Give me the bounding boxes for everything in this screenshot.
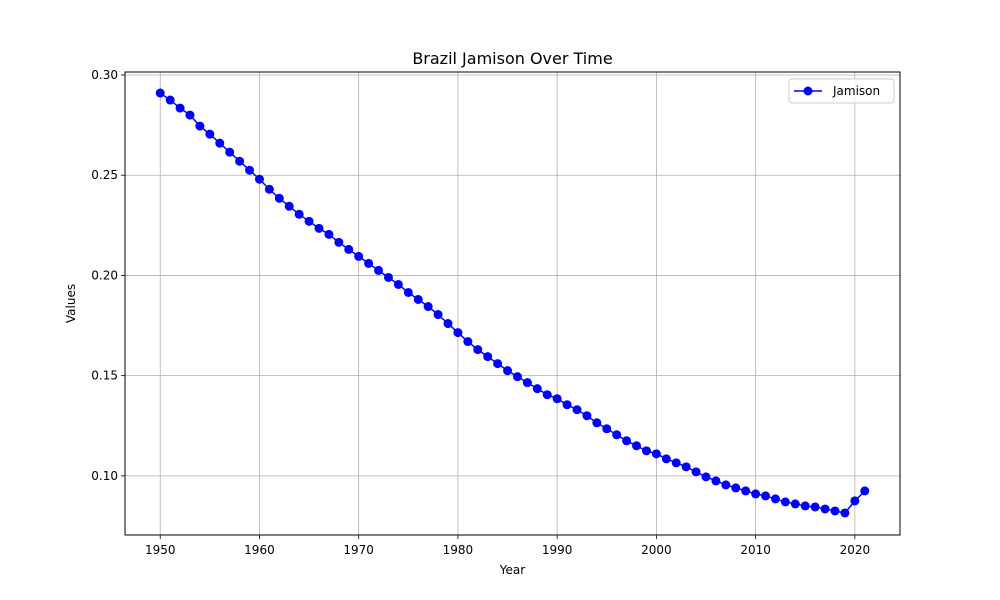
data-point [165, 95, 175, 105]
data-point [225, 147, 235, 157]
data-point [205, 129, 215, 139]
data-point [780, 497, 790, 507]
data-point [423, 302, 433, 312]
data-point [393, 279, 403, 289]
legend-marker [803, 86, 813, 96]
data-point [274, 193, 284, 203]
data-point [790, 499, 800, 509]
data-point [542, 390, 552, 400]
data-point [235, 156, 245, 166]
data-point [483, 352, 493, 362]
data-point [741, 486, 751, 496]
data-point [860, 486, 870, 496]
data-point [761, 491, 771, 501]
chart-title: Brazil Jamison Over Time [412, 49, 612, 68]
data-point [751, 489, 761, 499]
y-axis-ticks: 0.10 0.15 0.20 0.25 0.30 [91, 68, 125, 483]
x-tick-label: 1970 [343, 543, 374, 557]
data-point [493, 359, 503, 369]
data-point [383, 272, 393, 282]
legend-box [788, 78, 895, 104]
legend: Jamison [788, 78, 895, 104]
y-tick-label: 0.25 [91, 168, 118, 182]
data-point [354, 251, 364, 261]
data-point [622, 436, 632, 446]
x-tick-label: 1960 [244, 543, 275, 557]
data-point [245, 165, 255, 175]
grid-lines [125, 72, 900, 535]
x-tick-label: 1990 [542, 543, 573, 557]
y-tick-label: 0.30 [91, 68, 118, 82]
data-point [254, 174, 264, 184]
data-point [443, 319, 453, 329]
plot-frame [124, 71, 901, 536]
data-point [641, 446, 651, 456]
y-tick-label: 0.15 [91, 369, 118, 383]
data-point [612, 430, 622, 440]
data-point [473, 345, 483, 355]
data-point [344, 244, 354, 254]
data-point [800, 501, 810, 511]
data-point [731, 483, 741, 493]
data-point [512, 372, 522, 382]
data-point [552, 394, 562, 404]
data-point [572, 405, 582, 415]
data-point [175, 103, 185, 113]
legend-label-jamison: Jamison [832, 84, 880, 98]
data-point [294, 209, 304, 219]
y-axis-title: Values [64, 284, 78, 323]
data-point [602, 424, 612, 434]
data-point [284, 201, 294, 211]
data-point [850, 496, 860, 506]
data-point [691, 467, 701, 477]
data-point [721, 480, 731, 490]
data-point [215, 138, 225, 148]
data-point [532, 384, 542, 394]
data-point [413, 294, 423, 304]
x-axis-title: Year [499, 563, 525, 577]
data-point [304, 216, 314, 226]
data-point [562, 400, 572, 410]
data-point [314, 223, 324, 233]
y-tick-label: 0.20 [91, 268, 118, 282]
data-point [651, 449, 661, 459]
data-point [701, 472, 711, 482]
data-point [632, 441, 642, 451]
x-axis-ticks: 1950 1960 1970 1980 1990 2000 2010 2020 [145, 535, 870, 557]
data-point [770, 494, 780, 504]
data-point [195, 121, 205, 131]
y-tick-label: 0.10 [91, 469, 118, 483]
data-point [264, 184, 274, 194]
data-point [810, 502, 820, 512]
data-point [374, 265, 384, 275]
data-point [830, 506, 840, 516]
data-point [711, 476, 721, 486]
data-point [582, 411, 592, 421]
x-tick-label: 1980 [443, 543, 474, 557]
x-tick-label: 1950 [145, 543, 176, 557]
data-point [463, 337, 473, 347]
data-point [324, 229, 334, 239]
data-point [403, 287, 413, 297]
data-point [185, 110, 195, 120]
data-point [155, 88, 165, 98]
data-point [453, 328, 463, 338]
data-point [364, 258, 374, 268]
data-point [671, 458, 681, 468]
x-tick-label: 2000 [641, 543, 672, 557]
data-point [522, 378, 532, 388]
data-point [661, 454, 671, 464]
series-layer [155, 88, 870, 518]
data-point [592, 418, 602, 428]
data-point [433, 310, 443, 320]
data-point [681, 462, 691, 472]
data-point [820, 504, 830, 514]
x-tick-label: 2020 [840, 543, 871, 557]
data-point [334, 237, 344, 247]
data-point [503, 366, 513, 376]
data-point [840, 508, 850, 518]
x-tick-label: 2010 [740, 543, 771, 557]
